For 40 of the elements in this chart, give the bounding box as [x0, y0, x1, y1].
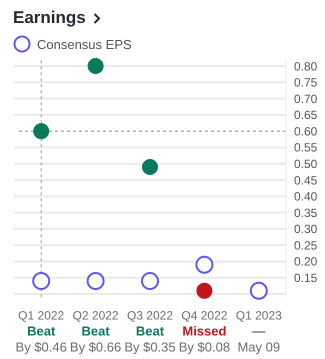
y-tick-label: 0.65: [294, 108, 318, 122]
text: Beat: [27, 323, 56, 338]
text: By $0.08: [178, 339, 230, 354]
point: [142, 159, 158, 175]
y-tick-label: 0.25: [294, 238, 318, 252]
text: May 09: [237, 339, 280, 354]
point: [86, 272, 105, 290]
y-tick-label: 0.50: [294, 157, 318, 171]
text: By $0.66: [70, 339, 122, 354]
y-tick-label: 0.15: [294, 271, 318, 286]
point: [141, 272, 159, 290]
text: Missed: [182, 323, 226, 338]
point: [33, 123, 50, 140]
text: By $0.46: [16, 339, 67, 354]
chart-title: Earnings: [13, 8, 86, 28]
y-tick-label: 0.70: [294, 92, 318, 106]
x-tick-label: Q3 2022: [126, 308, 174, 322]
x-tick-label: Q4 2022: [181, 308, 228, 322]
point: [88, 58, 104, 74]
text: —: [252, 323, 266, 338]
x-tick-label: Q1 2023: [236, 308, 282, 322]
point: [196, 282, 212, 299]
text: Beat: [82, 323, 110, 338]
point: [32, 272, 50, 290]
text: Beat: [136, 323, 165, 338]
y-tick-label: 0.60: [294, 124, 318, 138]
y-tick-label: 0.45: [294, 173, 318, 188]
y-tick-label: 0.30: [294, 222, 318, 236]
y-tick-label: 0.40: [294, 190, 318, 204]
x-tick-label: Q1 2022: [18, 308, 65, 322]
x-tick-label: Q2 2022: [72, 308, 119, 322]
point: [250, 282, 268, 300]
y-tick-label: 0.20: [294, 254, 318, 269]
y-tick-label: 0.75: [294, 76, 318, 90]
y-tick-label: 0.55: [294, 140, 318, 155]
y-tick-label: 0.80: [294, 59, 318, 74]
y-tick-label: 0.35: [294, 206, 318, 220]
point: [195, 256, 214, 274]
legend-label: Consensus EPS: [37, 36, 132, 52]
text: By $0.35: [124, 339, 176, 354]
